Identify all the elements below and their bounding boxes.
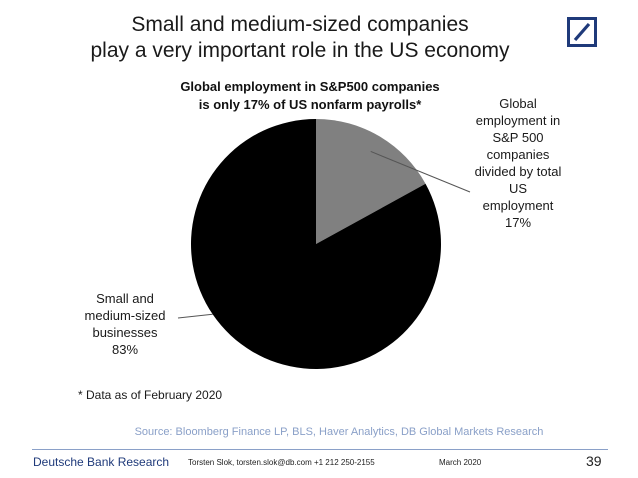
- footer-divider: [32, 449, 608, 450]
- slice-label-line: employment in: [475, 113, 561, 128]
- slice-label-line: employment: [482, 198, 554, 213]
- slice-label-line: businesses: [92, 325, 158, 340]
- slice-label-line: US: [508, 181, 528, 196]
- page-number: 39: [586, 453, 602, 469]
- slide-title-line-2: play a very important role in the US eco…: [90, 39, 510, 62]
- slide-title-line-1: Small and medium-sized companies: [131, 13, 469, 36]
- source-note: Source: Bloomberg Finance LP, BLS, Haver…: [134, 426, 544, 438]
- slice-label-line: medium-sized: [84, 308, 166, 323]
- slice-label-sp500: Global employment in S&P 500 companies d…: [468, 95, 568, 231]
- chart-title-line-2: is only 17% of US nonfarm payrolls*: [198, 97, 422, 112]
- slice-label-line: Small and: [96, 291, 154, 306]
- footer-contact: Torsten Slok, torsten.slok@db.com +1 212…: [188, 458, 375, 467]
- slice-value-label: 17%: [504, 215, 532, 230]
- leader-line: [370, 151, 471, 193]
- slice-label-sme: Small and medium-sized businesses 83%: [70, 290, 180, 358]
- chart-title: Global employment in S&P500 companies is…: [130, 78, 490, 114]
- slide-title: Small and medium-sized companies play a …: [60, 12, 540, 64]
- pie-slice: [191, 119, 441, 369]
- footer-brand: Deutsche Bank Research: [33, 455, 170, 469]
- slice-label-line: Global: [499, 96, 537, 111]
- pie-slice: [316, 119, 426, 244]
- deutsche-bank-logo-icon: [567, 17, 597, 47]
- slice-value-label: 83%: [111, 342, 139, 357]
- slice-label-line: S&P 500: [492, 130, 544, 145]
- footnote: * Data as of February 2020: [78, 388, 223, 402]
- slice-label-line: companies: [486, 147, 550, 162]
- footer-date: March 2020: [439, 458, 482, 467]
- chart-title-line-1: Global employment in S&P500 companies: [180, 79, 440, 94]
- slice-label-line: divided by total: [474, 164, 562, 179]
- leader-line: [177, 313, 213, 319]
